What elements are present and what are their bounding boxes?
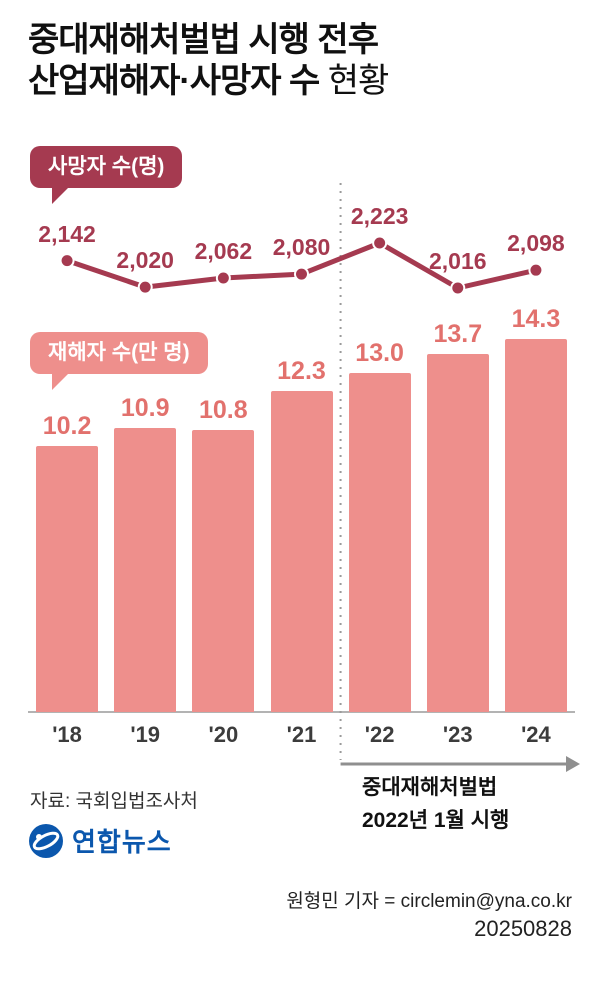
x-axis-label: '20 [208, 722, 239, 747]
line-point [450, 280, 466, 296]
x-axis-label: '18 [52, 722, 82, 747]
bar-value-label: 10.2 [42, 411, 92, 440]
bar-value-label: 10.8 [199, 396, 248, 425]
act-annotation: 중대재해처벌법 2022년 1월 시행 [362, 772, 509, 837]
x-axis-label: '24 [521, 722, 551, 747]
line-point [215, 270, 231, 286]
title-line2-light: 현황 [319, 61, 390, 100]
line-value-label: 2,016 [429, 248, 487, 274]
line-point [137, 279, 153, 295]
bar-value-label: 13.0 [355, 338, 404, 367]
line-value-label: 2,142 [38, 220, 96, 247]
deaths-legend-badge: 사망자 수(명) [30, 146, 183, 205]
injured-legend-badge: 재해자 수(만 명) [30, 332, 208, 391]
act-annotation-line2: 2022년 1월 시행 [362, 808, 510, 832]
yonhap-logo-text: 연합뉴스 [72, 827, 172, 857]
injured-legend-label: 재해자 수(만 명) [48, 341, 190, 364]
page-title: 중대재해처벌법 시행 전후 산업재해자·사망자 수 현황 [28, 20, 390, 102]
line-point [528, 262, 544, 278]
bar [114, 427, 177, 712]
bar-value-label: 12.3 [277, 356, 326, 385]
yonhap-logo: 연합뉴스 [28, 822, 172, 859]
line-point [59, 253, 75, 269]
enforcement-arrow-head [566, 756, 580, 772]
bar-value-label: 14.3 [511, 304, 561, 333]
x-axis-label: '19 [130, 722, 161, 747]
line-value-label: 2,020 [116, 247, 174, 274]
line-point [294, 266, 309, 282]
bar-value-label: 10.9 [120, 393, 170, 422]
line-value-label: 2,062 [194, 238, 253, 264]
line-point [372, 235, 388, 251]
bar-value-label: 13.7 [433, 320, 483, 349]
line-value-label: 2,080 [272, 234, 331, 261]
reporter-credit: 원형민 기자 = circlemin@yna.co.kr [286, 891, 572, 912]
bar [270, 390, 333, 712]
bar [348, 372, 411, 712]
x-axis-label: '22 [364, 722, 395, 747]
yonhap-logo-icon [29, 823, 63, 858]
x-axis-label: '23 [442, 722, 473, 747]
bar [426, 354, 489, 712]
source-note: 자료: 국회입법조사처 [30, 791, 198, 812]
x-axis-label: '21 [286, 722, 317, 747]
deaths-legend-label: 사망자 수(명) [48, 155, 165, 178]
bar [36, 445, 99, 712]
publish-date: 20250828 [474, 916, 572, 941]
bar [192, 430, 255, 712]
title-line1: 중대재해처벌법 시행 전후 [28, 21, 379, 59]
bar [504, 338, 567, 712]
line-value-label: 2,223 [350, 203, 409, 229]
act-annotation-line1: 중대재해처벌법 [362, 776, 498, 799]
title-line2-bold: 산업재해자·사망자 수 [28, 61, 320, 100]
line-value-label: 2,098 [507, 230, 565, 257]
